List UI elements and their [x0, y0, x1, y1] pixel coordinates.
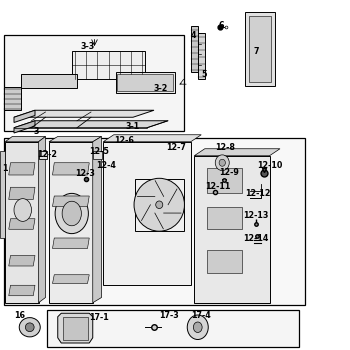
Polygon shape [194, 156, 270, 303]
Text: 12-4: 12-4 [96, 161, 116, 170]
Polygon shape [52, 196, 89, 206]
Polygon shape [63, 317, 88, 340]
Bar [206, 168, 242, 193]
Polygon shape [14, 110, 35, 122]
Ellipse shape [14, 199, 32, 222]
Ellipse shape [25, 323, 34, 332]
Text: 12-7: 12-7 [166, 143, 186, 152]
Text: 12-14: 12-14 [243, 234, 269, 243]
Ellipse shape [55, 193, 88, 234]
Text: 5: 5 [201, 70, 207, 79]
Polygon shape [103, 135, 201, 142]
Text: 12-12: 12-12 [245, 189, 271, 198]
Bar [4, 35, 184, 131]
Polygon shape [9, 285, 35, 296]
Text: 3: 3 [33, 127, 39, 136]
Bar [206, 250, 242, 273]
Text: 12-11: 12-11 [205, 182, 230, 191]
Bar [38, 150, 47, 159]
Ellipse shape [187, 315, 208, 340]
Ellipse shape [134, 178, 184, 231]
Bar [4, 88, 21, 110]
Text: 12-13: 12-13 [243, 211, 269, 220]
Polygon shape [9, 187, 35, 199]
Polygon shape [93, 136, 101, 303]
Polygon shape [14, 110, 154, 117]
Polygon shape [191, 26, 198, 72]
Ellipse shape [219, 159, 225, 166]
Polygon shape [58, 313, 93, 343]
Polygon shape [245, 12, 275, 86]
Polygon shape [52, 238, 89, 248]
Text: 6: 6 [219, 21, 224, 30]
Text: 1: 1 [2, 164, 7, 173]
Text: 12-8: 12-8 [215, 143, 235, 152]
Text: 3-2: 3-2 [154, 84, 168, 93]
Polygon shape [72, 51, 145, 79]
Text: 17-1: 17-1 [89, 313, 109, 322]
Text: 4: 4 [191, 31, 196, 40]
Text: 12-5: 12-5 [89, 147, 109, 156]
Text: 17-4: 17-4 [191, 311, 210, 320]
Ellipse shape [62, 201, 81, 226]
Polygon shape [49, 136, 102, 142]
Polygon shape [52, 163, 89, 175]
Bar [47, 310, 299, 346]
Text: 3-1: 3-1 [126, 122, 140, 131]
Text: 16: 16 [14, 311, 25, 320]
Text: 17-3: 17-3 [159, 311, 179, 320]
Polygon shape [194, 149, 280, 156]
Polygon shape [9, 256, 35, 266]
Polygon shape [5, 142, 38, 303]
Bar [206, 206, 242, 229]
Ellipse shape [193, 322, 202, 332]
Text: 12-9: 12-9 [219, 168, 239, 177]
Text: 12-2: 12-2 [37, 150, 57, 159]
Text: 12-10: 12-10 [257, 161, 283, 170]
Text: 12-6: 12-6 [114, 136, 134, 145]
Polygon shape [52, 275, 89, 284]
Ellipse shape [215, 155, 229, 171]
Text: 3-3: 3-3 [80, 42, 95, 51]
Bar [93, 150, 101, 159]
Polygon shape [198, 33, 205, 79]
Polygon shape [117, 74, 173, 91]
Polygon shape [21, 74, 77, 88]
Bar [0, 150, 5, 238]
Text: 7: 7 [254, 47, 259, 56]
Polygon shape [14, 121, 168, 128]
Text: 12-3: 12-3 [75, 169, 95, 178]
Polygon shape [248, 16, 271, 82]
Bar [4, 138, 304, 304]
Polygon shape [5, 136, 46, 142]
Polygon shape [116, 72, 175, 93]
Ellipse shape [156, 201, 163, 209]
Polygon shape [9, 219, 35, 229]
Polygon shape [103, 142, 191, 285]
Polygon shape [9, 163, 35, 175]
Polygon shape [14, 121, 35, 133]
Ellipse shape [19, 318, 40, 337]
Polygon shape [38, 136, 46, 303]
Polygon shape [49, 142, 93, 303]
